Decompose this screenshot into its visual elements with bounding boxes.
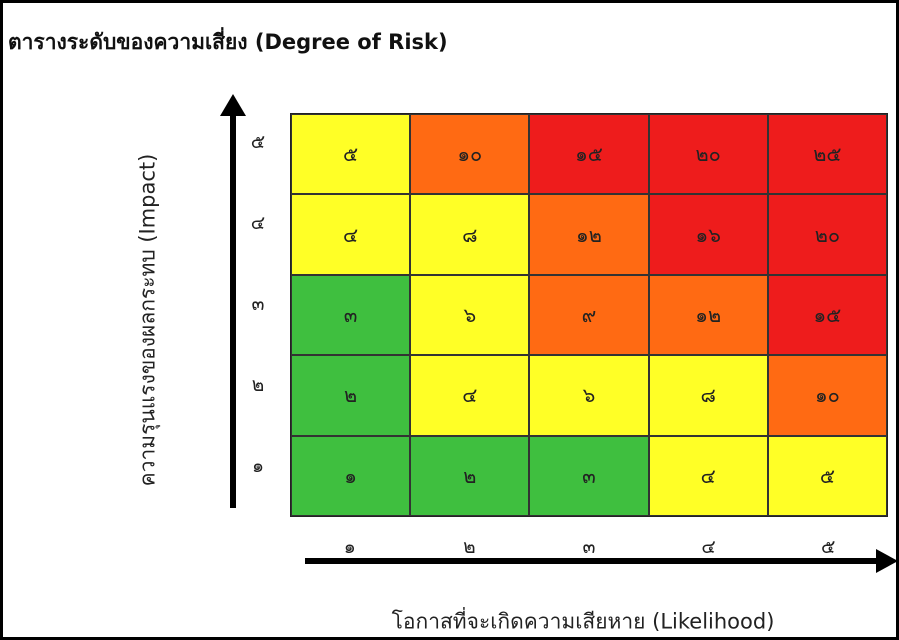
matrix-cell: ๔	[291, 194, 411, 275]
matrix-cell: ๑	[291, 435, 411, 516]
matrix-cell: ๑๕	[767, 274, 887, 356]
matrix-cell: ๘	[648, 355, 768, 436]
matrix-cell: ๒๐	[648, 114, 768, 195]
matrix-cell: ๓	[529, 435, 649, 516]
page-title: ตารางระดับของความเสี่ยง (Degree of Risk)	[8, 30, 448, 54]
matrix-cell: ๒	[291, 355, 411, 436]
matrix-cell: ๑๐	[410, 114, 530, 195]
x-axis-line	[305, 558, 880, 564]
arrow-up-icon	[220, 94, 246, 116]
matrix-cell: ๔	[648, 435, 768, 516]
y-axis-label: ๒	[251, 373, 265, 396]
matrix-cell: ๑๕	[529, 114, 649, 195]
x-axis-title: โอกาสที่จะเกิดความเสียหาย (Likelihood)	[391, 609, 775, 634]
y-axis-label: ๕	[250, 131, 266, 154]
matrix-cell: ๖	[529, 355, 649, 436]
y-axis-line	[230, 104, 236, 508]
matrix-cell: ๙	[529, 274, 649, 356]
y-axis-label: ๑	[251, 454, 265, 477]
x-axis-label: ๔	[701, 536, 716, 558]
risk-matrix: ๕๑๐ ๑๕ ๒๐ ๒๕๔๘๑๒ ๑๖ ๒๐๓๖๙๑๒ ๑๕๒๔๖๘๑๐๑๒๓๔๕	[290, 113, 888, 517]
y-axis-label: ๔	[250, 212, 266, 235]
matrix-cell: ๔	[410, 355, 530, 436]
matrix-cell: ๕	[291, 114, 411, 195]
y-axis-label: ๓	[251, 293, 265, 315]
x-axis-label: ๕	[820, 536, 836, 558]
matrix-cell: ๑๐	[767, 355, 887, 436]
matrix-cell: ๕	[767, 435, 887, 516]
matrix-cell: ๑๖	[648, 194, 768, 275]
matrix-cell: ๓	[291, 274, 411, 356]
matrix-cell: ๖	[410, 274, 530, 356]
x-axis-label: ๒	[463, 536, 476, 558]
matrix-cell: ๒	[410, 435, 530, 516]
arrow-right-icon	[876, 549, 898, 573]
matrix-cell: ๒๐	[767, 194, 887, 275]
matrix-cell: ๘	[410, 194, 530, 275]
matrix-cell: ๑๒	[648, 274, 768, 356]
x-axis-label: ๓	[582, 536, 596, 558]
matrix-cell: ๑๒	[529, 194, 649, 275]
matrix-cell: ๒๕	[767, 114, 887, 195]
y-axis-title: ความรุนแรงของผลกระทบ (Impact)	[135, 153, 160, 487]
x-axis-label: ๑	[343, 536, 356, 558]
